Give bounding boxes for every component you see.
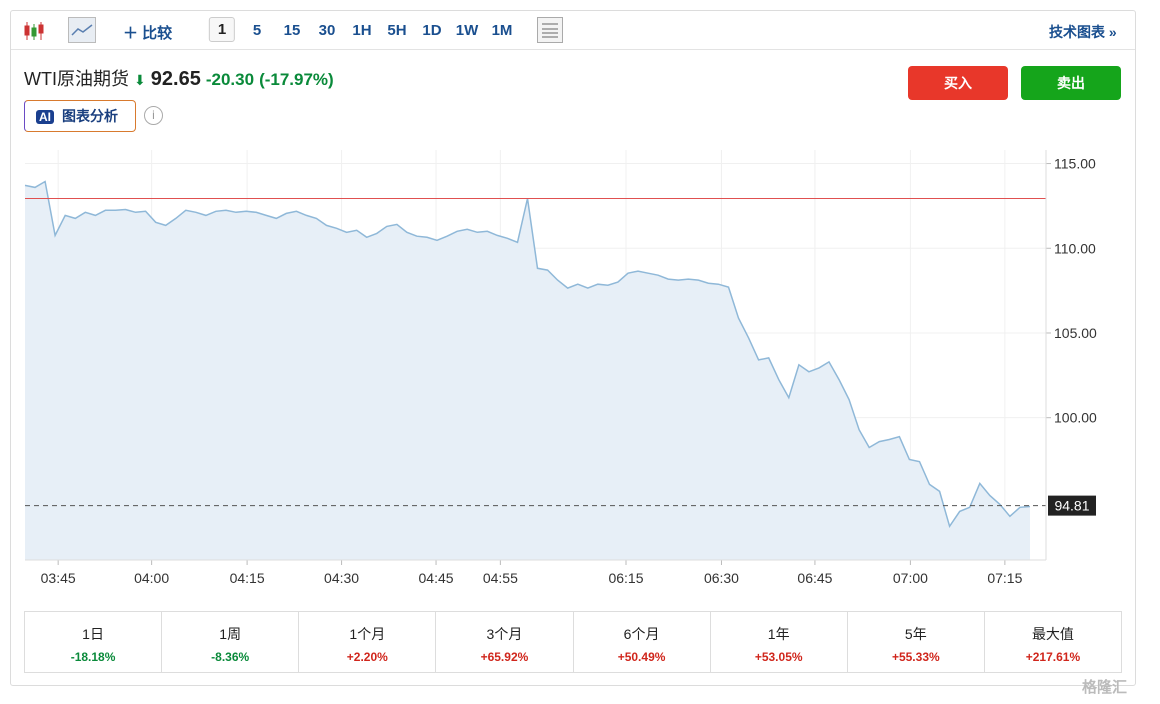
interval[interactable]: 5 (252, 22, 262, 39)
compare-label: 比较 (142, 25, 173, 42)
period-label: 最大值 (1031, 626, 1074, 642)
brand-watermark: 格隆汇 (1082, 679, 1128, 696)
toolbar: ＋ 比较 技术图表 » 1 5 15 30 1H 5H 1D 1W 1M (11, 11, 1135, 50)
period-value: +55.33% (891, 650, 940, 664)
period-label: 1日 (82, 626, 104, 642)
x-tick-label: 07:15 (987, 570, 1022, 586)
y-tick-label: 110.00 (1054, 240, 1096, 256)
change-pct: (-17.97%) (259, 70, 334, 89)
ai-label: 图表分析 (62, 108, 118, 124)
period-value: -8.36% (211, 650, 250, 664)
price: 92.65 (150, 68, 201, 90)
last-price-box (1048, 495, 1096, 516)
interval[interactable]: 15 (283, 22, 301, 39)
period-cell: 1年 +53.05% (711, 612, 848, 672)
x-tick-label: 06:30 (704, 570, 739, 586)
period-cell: 5年 +55.33% (848, 612, 985, 672)
interval[interactable]: 30 (318, 22, 336, 39)
period-cell: 6个月 +50.49% (574, 612, 711, 672)
x-tick-label: 04:00 (134, 570, 169, 586)
interval[interactable]: 5H (387, 22, 407, 39)
x-tick-label: 04:30 (324, 570, 359, 586)
period-label: 6个月 (623, 626, 660, 642)
x-tick-label: 04:55 (483, 570, 518, 586)
interval[interactable]: 1M (491, 22, 513, 39)
quote-line: WTI原油期货 ⬇ 92.65 -20.30 (-17.97%) (24, 65, 334, 91)
sell-button[interactable]: 卖出 (1021, 66, 1121, 100)
period-value: +217.61% (1025, 650, 1081, 664)
buy-button[interactable]: 买入 (908, 66, 1008, 100)
info-icon[interactable]: i (144, 106, 163, 125)
period-value: +65.92% (480, 650, 529, 664)
period-label: 1周 (219, 626, 242, 642)
period-value: +50.49% (617, 650, 666, 664)
x-tick-label: 06:45 (797, 570, 832, 586)
y-tick-label: 115.00 (1054, 156, 1096, 172)
candle-icon[interactable] (21, 16, 51, 46)
period-value: -18.18% (70, 650, 116, 664)
line-icon[interactable] (68, 17, 96, 43)
y-tick-label: 105.00 (1054, 325, 1097, 341)
x-tick-label: 04:15 (230, 570, 265, 586)
period-cell: 1周 -8.36% (162, 612, 300, 672)
chart: 03:45 04:00 04:15 04:30 04:45 04:55 06:15 06:30… (24, 150, 1097, 586)
period-table: 1日 -18.18% 1周 -8.36% 1个月 +2.20% 3个月 +65.92% 6个月 +… (24, 611, 1122, 673)
tech-chart-link[interactable]: 技术图表 » (1049, 24, 1117, 40)
period-label: 1年 (767, 626, 790, 642)
compare[interactable]: ＋ 比较 (123, 25, 173, 42)
change: -20.30 (205, 70, 255, 89)
period-cell: 最大值 +217.61% (985, 612, 1121, 672)
interval[interactable]: 1W (455, 22, 479, 39)
instrument-name: WTI原油期货 (24, 69, 129, 89)
period-value: +2.20% (346, 650, 388, 664)
ai-button[interactable]: AI 图表分析 (24, 100, 136, 132)
period-cell: 1日 -18.18% (25, 612, 163, 672)
period-value: +53.05% (754, 650, 803, 664)
x-tick-label: 07:00 (893, 570, 928, 586)
down-arrow: ⬇ (134, 72, 146, 88)
x-tick-label: 06:15 (608, 570, 643, 586)
interval[interactable]: 1 (208, 17, 236, 42)
period-cell: 1个月 +2.20% (299, 612, 437, 672)
widget: ＋ 比较 技术图表 » 1 5 15 30 1H 5H 1D 1W 1M WTI原油期货 ⬇ 9… (10, 10, 1136, 686)
area (25, 181, 1030, 560)
period-cell: 3个月 +65.92% (436, 612, 574, 672)
interval[interactable]: 1H (352, 22, 372, 39)
period-label: 5年 (904, 626, 927, 642)
interval[interactable]: 1D (422, 22, 442, 39)
period-label: 3个月 (486, 626, 523, 642)
x-tick-label: 04:45 (419, 570, 454, 586)
y-tick-label: 100.00 (1054, 410, 1097, 426)
table-icon[interactable] (537, 17, 563, 43)
x-tick-label: 03:45 (41, 570, 76, 586)
period-label: 1个月 (349, 626, 386, 642)
last-price-label: 94.81 (1054, 498, 1089, 514)
